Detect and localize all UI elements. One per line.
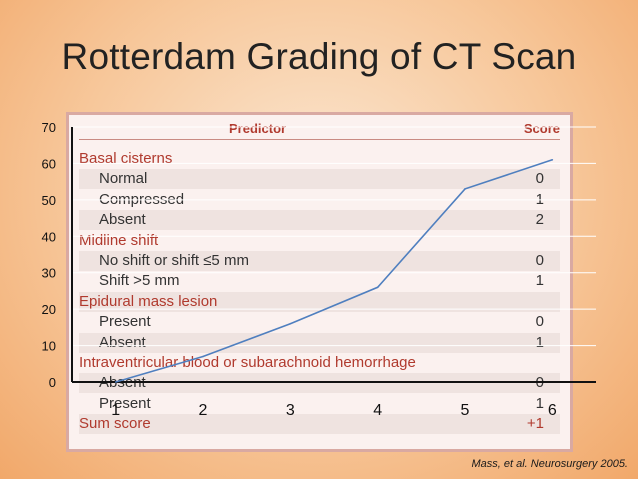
table-header: Predictor Score — [79, 119, 560, 140]
y-tick-label: 20 — [42, 302, 56, 317]
table-row: Present 1 — [79, 394, 560, 414]
table-section-row: Basal cisterns — [79, 149, 560, 169]
table-row: Absent 2 — [79, 210, 560, 231]
x-tick-label: 5 — [461, 402, 470, 419]
row-score: 0 — [535, 252, 544, 269]
data-point — [376, 286, 379, 289]
row-label: Sum score — [79, 415, 151, 433]
data-point — [464, 188, 466, 190]
table-section-row: Epidural mass lesion — [79, 291, 560, 312]
citation: Mass, et al. Neurosurgery 2005. — [471, 458, 628, 470]
data-point — [114, 381, 117, 383]
row-label: Shift >5 mm — [99, 272, 180, 290]
table-row: Normal 0 — [79, 169, 560, 190]
table-row: No shift or shift ≤5 mm 0 — [79, 251, 560, 271]
row-score: 1 — [535, 333, 544, 351]
data-point — [202, 355, 204, 358]
row-label: Compressed — [99, 190, 185, 208]
slide-title: Rotterdam Grading of CT Scan — [61, 36, 577, 77]
row-score: 0 — [535, 313, 544, 331]
table-section-row: Sum score +1 — [79, 414, 560, 435]
row-label: Intraventricular blood or subarachnoid h… — [79, 354, 416, 371]
row-score: 0 — [535, 170, 544, 188]
table-row: Absent 1 — [79, 332, 560, 353]
row-score: 2 — [535, 211, 544, 229]
score-header: Score — [523, 121, 560, 136]
table-section-row: Intraventricular blood or subarachnoid h… — [79, 353, 560, 373]
x-tick-label: 3 — [286, 402, 295, 419]
y-tick-label: 10 — [42, 339, 56, 354]
table-row: Compressed 1 — [79, 190, 560, 210]
x-tick-label: 2 — [199, 402, 208, 419]
row-label: Present — [99, 394, 151, 412]
predictor-header: Predictor — [229, 121, 287, 136]
row-score: 1 — [535, 394, 544, 412]
row-label: Epidural mass lesion — [79, 292, 218, 310]
row-score: 1 — [535, 272, 544, 290]
row-score: 1 — [535, 190, 544, 208]
row-score: +1 — [526, 415, 544, 433]
row-label: Basal cisterns — [79, 150, 173, 167]
row-label: Absent — [99, 211, 146, 229]
series-line — [115, 159, 553, 383]
y-tick-label: 0 — [49, 375, 56, 390]
y-tick-label: 70 — [42, 120, 56, 135]
x-tick-label: 1 — [111, 402, 120, 419]
row-label: Present — [99, 313, 151, 331]
table-row: Shift >5 mm 1 — [79, 271, 560, 291]
x-tick-label: 4 — [373, 402, 382, 419]
row-label: No shift or shift ≤5 mm — [99, 252, 249, 269]
data-point — [551, 158, 554, 161]
data-point — [289, 322, 292, 325]
y-tick-label: 60 — [42, 156, 56, 171]
row-label: Absent — [99, 333, 146, 351]
table-row: Present 0 — [79, 312, 560, 332]
x-tick-label: 6 — [548, 402, 557, 419]
y-tick-label: 50 — [42, 193, 56, 208]
row-label: Normal — [99, 170, 148, 188]
y-tick-label: 40 — [42, 229, 56, 244]
y-tick-label: 30 — [42, 266, 56, 281]
